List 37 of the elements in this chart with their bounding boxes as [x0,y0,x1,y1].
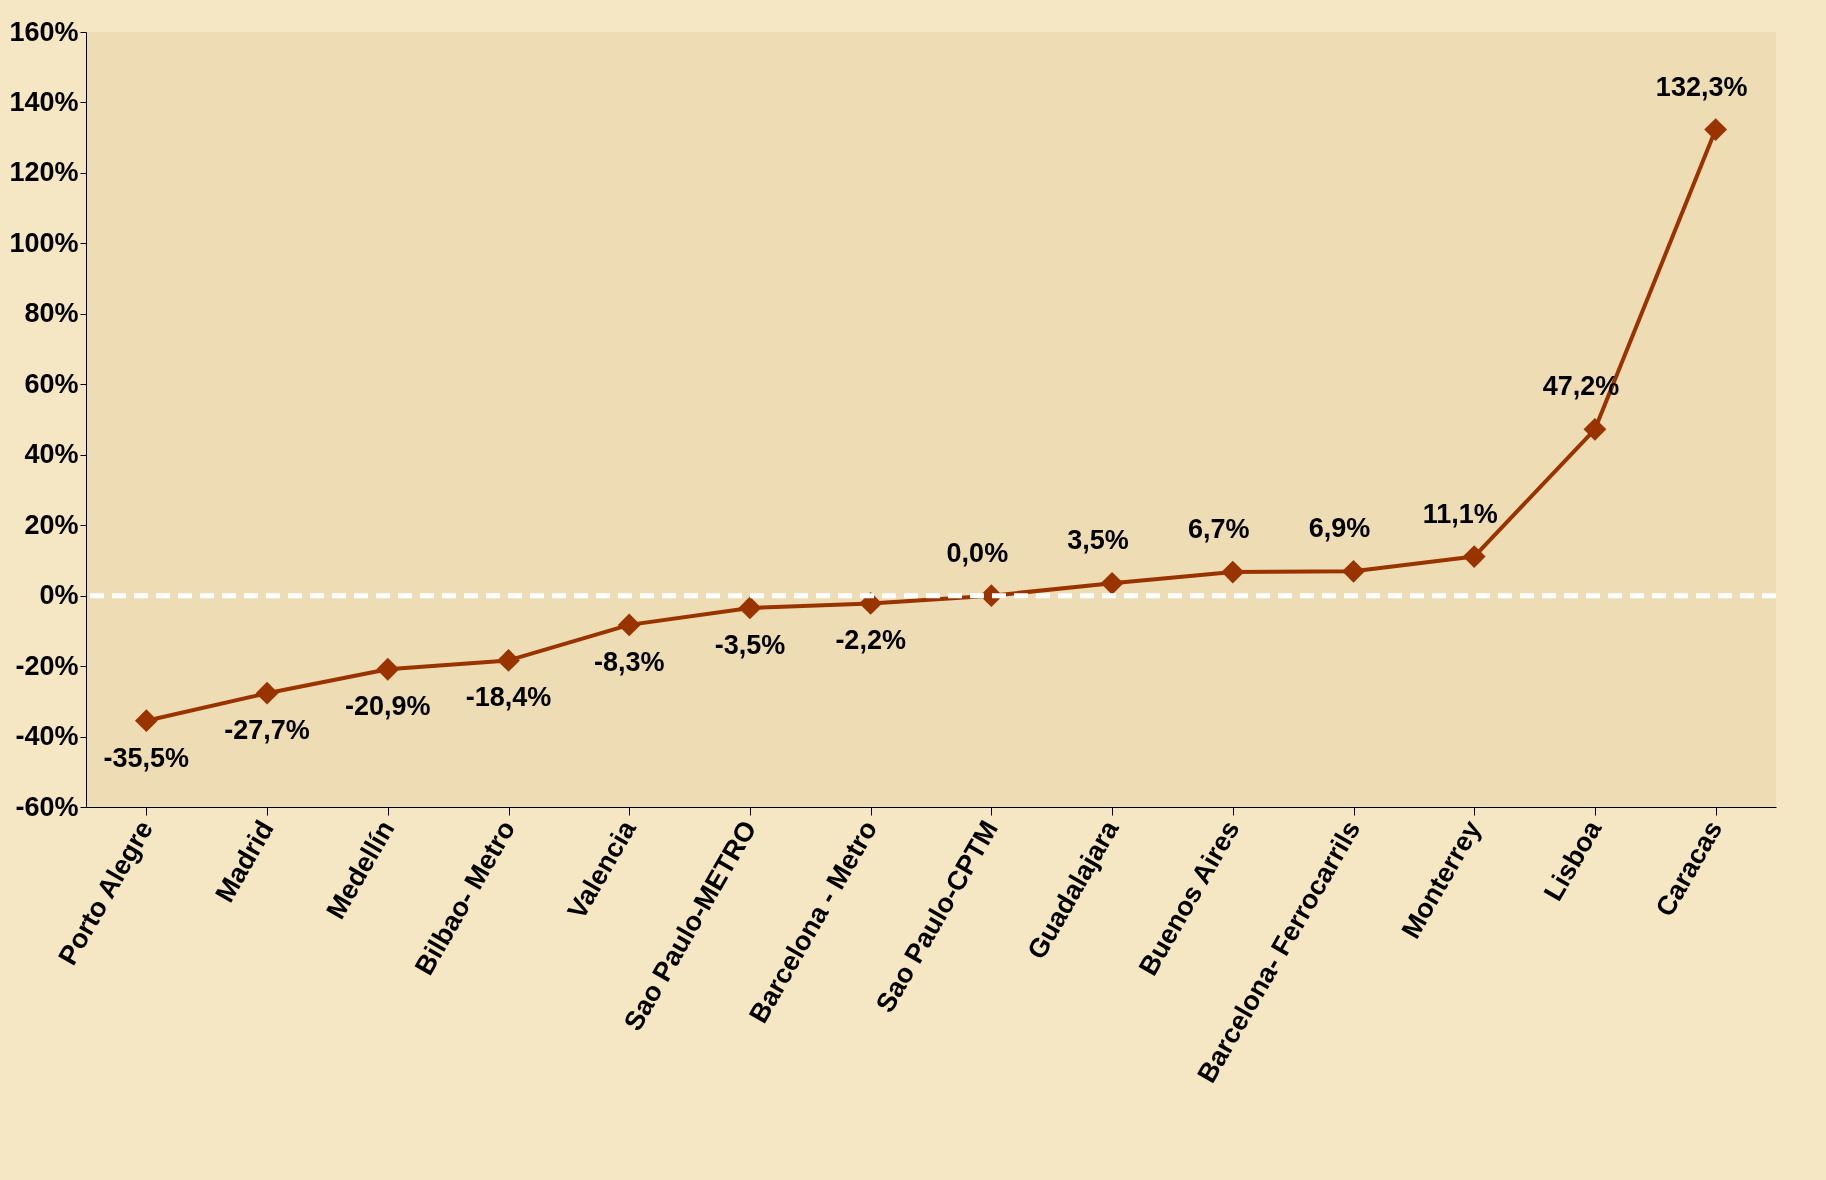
point [134,709,158,733]
y-tick-label: 0% [39,580,79,611]
y-tick-label: 160% [9,16,79,47]
point [1221,560,1245,584]
y-tick-label: 20% [24,509,79,540]
point [376,657,400,681]
point [497,649,520,672]
data-label: 6,7% [1188,514,1250,545]
point [738,596,762,620]
data-label: -2,2% [835,625,906,656]
data-label: -18,4% [465,682,552,713]
y-tick-label: 80% [24,298,79,329]
data-label: 132,3% [1655,71,1748,102]
y-tick-label: -60% [15,791,79,822]
y-tick-label: -40% [15,721,79,752]
data-label: 6,9% [1308,513,1371,544]
data-label: 3,5% [1067,525,1129,556]
point [1462,545,1486,568]
y-tick-label: 120% [9,157,79,188]
y-tick-label: 60% [24,368,79,399]
data-label: -8,3% [593,646,665,677]
y-tick-label: 100% [9,227,79,258]
data-label: 11,1% [1422,498,1498,529]
point [1583,417,1607,441]
y-tick-label: 40% [24,439,79,470]
point [1100,571,1124,595]
y-tick-label: -20% [15,650,79,681]
data-label: -35,5% [103,742,190,773]
data-label: -3,5% [714,629,786,660]
data-label: 0,0% [946,537,1009,568]
point [1342,559,1365,583]
point [617,613,641,637]
point [1704,118,1728,141]
data-label: -20,9% [345,691,431,722]
point [255,681,279,705]
data-label: -27,7% [224,715,310,746]
y-tick-label: 140% [9,86,79,117]
